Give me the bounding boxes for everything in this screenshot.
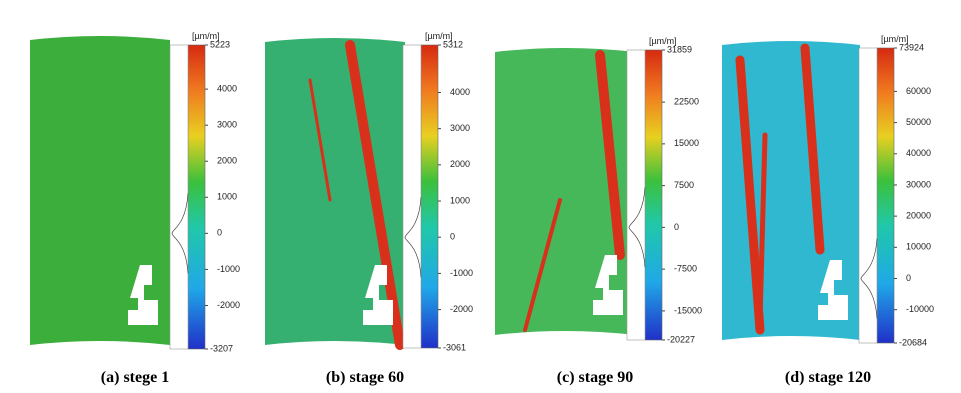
colorbar-tick-label: 10000 — [906, 242, 931, 252]
histogram-area — [858, 47, 878, 344]
colorbar — [876, 47, 895, 344]
panel-caption: (c) stage 90 — [557, 369, 633, 386]
panel-caption: (d) stage 120 — [785, 369, 871, 386]
colorbar-tick-label: 1000 — [450, 195, 470, 205]
missing-region — [593, 255, 623, 315]
colorbar-tick-label: -1000 — [217, 264, 240, 274]
missing-region — [128, 265, 158, 325]
histogram-curve — [171, 193, 189, 274]
colorbar — [420, 44, 439, 349]
colorbar-tick-label: 4000 — [450, 87, 470, 97]
colorbar-tick-label: 22500 — [674, 96, 699, 106]
colorbar-tick-label: 1000 — [217, 192, 237, 202]
histogram-area — [402, 44, 422, 349]
missing-region — [818, 260, 848, 320]
strain-map — [30, 36, 170, 345]
colorbar-tick-label: 0 — [450, 232, 455, 242]
missing-region — [363, 265, 393, 325]
crack-streak — [523, 198, 562, 332]
colorbar-tick-label: 0 — [674, 222, 679, 232]
colorbar-tick-label: 0 — [906, 273, 911, 283]
histogram-curve — [860, 238, 878, 319]
colorbar-min-label: -20227 — [667, 334, 695, 344]
colorbar-max-label: 5223 — [210, 39, 230, 49]
crack-streak — [595, 50, 625, 260]
colorbar-max-label: 73924 — [899, 42, 924, 52]
colorbar-min-label: -3061 — [443, 342, 466, 352]
colorbar-tick-label: 4000 — [217, 83, 237, 93]
histogram-curve — [404, 197, 422, 278]
colorbar-tick-label: -2000 — [450, 304, 473, 314]
panel-caption: (b) stage 60 — [326, 369, 404, 386]
colorbar-unit: [µm/m] — [425, 31, 453, 41]
colorbar-tick-label: -1000 — [450, 268, 473, 278]
colorbar-tick-label: 60000 — [906, 86, 931, 96]
colorbar-unit: [µm/m] — [649, 36, 677, 46]
crack-streak — [800, 43, 825, 255]
crack-streak — [757, 132, 768, 323]
colorbar — [644, 49, 663, 341]
colorbar-max-label: 31859 — [667, 44, 692, 54]
crack-streak — [735, 55, 765, 335]
histogram-area — [626, 49, 646, 341]
colorbar-unit: [µm/m] — [881, 34, 909, 44]
colorbar-tick-label: 40000 — [906, 148, 931, 158]
colorbar-tick-label: 30000 — [906, 179, 931, 189]
panel-caption: (a) stege 1 — [101, 369, 169, 386]
colorbar-tick-label: 7500 — [674, 180, 694, 190]
colorbar-tick-label: 20000 — [906, 211, 931, 221]
crack-streak — [308, 78, 332, 202]
colorbar-tick-label: 3000 — [217, 120, 237, 130]
histogram-curve — [628, 187, 646, 268]
colorbar-tick-label: 50000 — [906, 117, 931, 127]
crack-streak — [345, 40, 405, 350]
histogram-area — [169, 44, 189, 350]
colorbar-tick-label: -2000 — [217, 300, 240, 310]
colorbar — [187, 44, 206, 350]
colorbar-tick-label: -15000 — [674, 305, 702, 315]
colorbar-tick-label: -10000 — [906, 304, 934, 314]
colorbar-tick-label: 2000 — [217, 156, 237, 166]
colorbar-min-label: -20684 — [899, 337, 927, 347]
colorbar-tick-label: 3000 — [450, 123, 470, 133]
colorbar-tick-label: 15000 — [674, 138, 699, 148]
colorbar-min-label: -3207 — [210, 343, 233, 353]
colorbar-tick-label: 2000 — [450, 159, 470, 169]
colorbar-tick-label: -7500 — [674, 264, 697, 274]
colorbar-max-label: 5312 — [443, 39, 463, 49]
colorbar-unit: [µm/m] — [192, 31, 220, 41]
strain-map — [265, 38, 405, 345]
strain-map — [495, 48, 635, 335]
colorbar-tick-label: 0 — [217, 228, 222, 238]
